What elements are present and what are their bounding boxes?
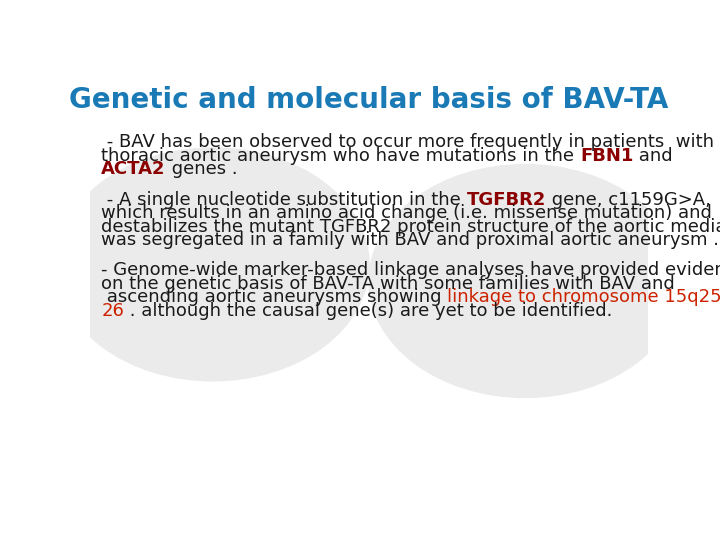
Text: on the genetic basis of BAV-TA with some families with BAV and: on the genetic basis of BAV-TA with some… <box>101 275 675 293</box>
Text: ACTA2: ACTA2 <box>101 160 166 178</box>
Text: genes .: genes . <box>166 160 238 178</box>
Circle shape <box>369 165 681 397</box>
Text: was segregated in a family with BAV and proximal aortic aneurysm .: was segregated in a family with BAV and … <box>101 231 719 249</box>
Text: - BAV has been observed to occur more frequently in patients  with: - BAV has been observed to occur more fr… <box>101 133 714 151</box>
Text: thoracic aortic aneurysm who have mutations in the: thoracic aortic aneurysm who have mutati… <box>101 147 580 165</box>
Text: and: and <box>634 147 673 165</box>
Text: FBN1: FBN1 <box>580 147 634 165</box>
Text: - A single nucleotide substitution in the: - A single nucleotide substitution in th… <box>101 191 467 208</box>
Text: TGFBR2: TGFBR2 <box>467 191 546 208</box>
Text: which results in an amino acid change (i.e. missense mutation) and: which results in an amino acid change (i… <box>101 204 712 222</box>
Text: . although the causal gene(s) are yet to be identified.: . although the causal gene(s) are yet to… <box>124 302 613 320</box>
Text: linkage to chromosome 15q25-: linkage to chromosome 15q25- <box>447 288 720 306</box>
Text: ascending aortic aneurysms showing: ascending aortic aneurysms showing <box>101 288 447 306</box>
Text: 26: 26 <box>101 302 124 320</box>
Circle shape <box>56 148 369 381</box>
Text: - Genome-wide marker-based linkage analyses have provided evidence: - Genome-wide marker-based linkage analy… <box>101 261 720 279</box>
Text: destabilizes the mutant TGFBR2 protein structure of the aortic media,: destabilizes the mutant TGFBR2 protein s… <box>101 218 720 235</box>
Text: gene, c1159G>A,: gene, c1159G>A, <box>546 191 711 208</box>
Text: Genetic and molecular basis of BAV-TA: Genetic and molecular basis of BAV-TA <box>69 85 669 113</box>
